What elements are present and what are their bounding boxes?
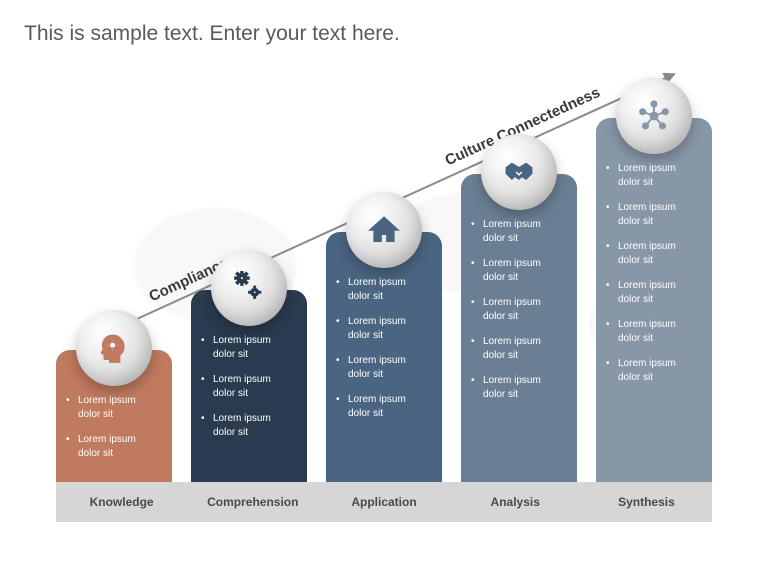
sphere-knowledge [76,310,152,386]
house-icon [367,213,401,247]
bullet-item: Lorem ipsum dolor sit [211,334,295,361]
column-body: Lorem ipsum dolor sit Lorem ipsum dolor s… [199,334,299,474]
column-body: Lorem ipsum dolor sit Lorem ipsum dolor s… [334,276,434,474]
column-synthesis: Lorem ipsum dolor sit Lorem ipsum dolor s… [596,118,712,482]
column-body: Lorem ipsum dolor sit Lorem ipsum dolor s… [64,394,164,474]
column-body: Lorem ipsum dolor sit Lorem ipsum dolor s… [469,218,569,474]
network-icon [637,99,671,133]
bullet-item: Lorem ipsum dolor sit [481,374,565,401]
column-knowledge: Lorem ipsum dolor sit Lorem ipsum dolor s… [56,350,172,482]
bullet-item: Lorem ipsum dolor sit [481,296,565,323]
bullet-item: Lorem ipsum dolor sit [76,433,160,460]
head-gear-icon [97,331,131,365]
column-analysis: Lorem ipsum dolor sit Lorem ipsum dolor s… [461,174,577,482]
sphere-analysis [481,134,557,210]
label-knowledge: Knowledge [56,482,187,522]
bullet-item: Lorem ipsum dolor sit [616,279,700,306]
bullet-item: Lorem ipsum dolor sit [346,315,430,342]
bullet-item: Lorem ipsum dolor sit [481,335,565,362]
column-comprehension: Lorem ipsum dolor sit Lorem ipsum dolor s… [191,290,307,482]
gears-icon [232,271,266,305]
bullet-item: Lorem ipsum dolor sit [481,218,565,245]
bullet-item: Lorem ipsum dolor sit [211,412,295,439]
chart-area: Compliance Culture Connectedness Lorem i… [56,102,712,522]
page-title: This is sample text. Enter your text her… [24,22,400,46]
bullet-item: Lorem ipsum dolor sit [616,318,700,345]
sphere-application [346,192,422,268]
handshake-icon [502,155,536,189]
bullet-item: Lorem ipsum dolor sit [346,393,430,420]
bullet-item: Lorem ipsum dolor sit [346,354,430,381]
label-analysis: Analysis [450,482,581,522]
sphere-synthesis [616,78,692,154]
bullet-item: Lorem ipsum dolor sit [616,201,700,228]
column-body: Lorem ipsum dolor sit Lorem ipsum dolor s… [604,162,704,474]
label-synthesis: Synthesis [581,482,712,522]
bullet-item: Lorem ipsum dolor sit [211,373,295,400]
column-application: Lorem ipsum dolor sit Lorem ipsum dolor s… [326,232,442,482]
bullet-item: Lorem ipsum dolor sit [616,357,700,384]
bullet-item: Lorem ipsum dolor sit [616,162,700,189]
bullet-item: Lorem ipsum dolor sit [616,240,700,267]
bullet-item: Lorem ipsum dolor sit [481,257,565,284]
label-application: Application [318,482,449,522]
label-comprehension: Comprehension [187,482,318,522]
bullet-item: Lorem ipsum dolor sit [346,276,430,303]
sphere-comprehension [211,250,287,326]
bullet-item: Lorem ipsum dolor sit [76,394,160,421]
label-bar: KnowledgeComprehensionApplicationAnalysi… [56,482,712,522]
